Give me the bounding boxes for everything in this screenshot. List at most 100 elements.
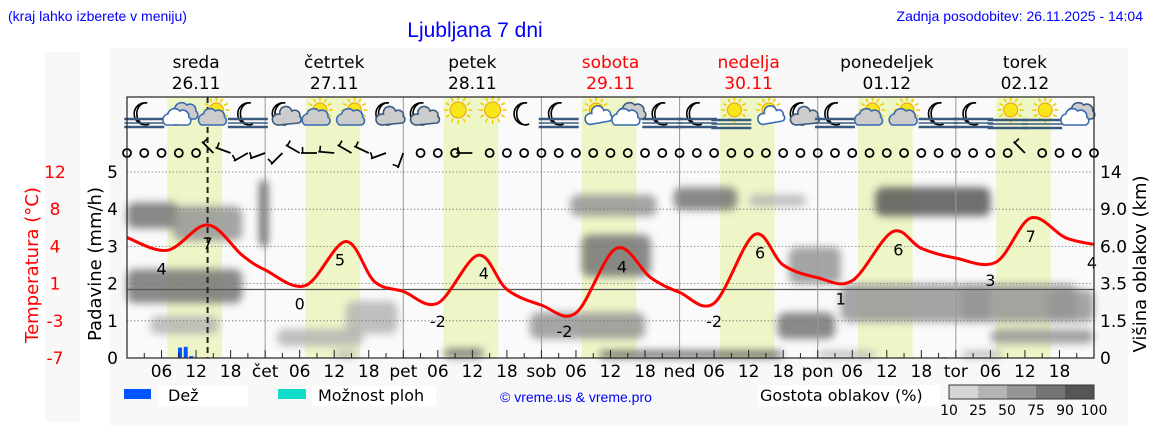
sun-ray bbox=[484, 118, 489, 123]
day-name: četrtek bbox=[304, 53, 365, 73]
wind-barb-feather bbox=[369, 152, 374, 159]
x-tick-label: 12 bbox=[1014, 362, 1036, 382]
calm-wind-icon bbox=[1071, 148, 1082, 158]
moon-cloud-icon bbox=[789, 102, 821, 126]
cloud-shape bbox=[853, 107, 884, 126]
copyright-link[interactable]: © vreme.us & vreme.pro bbox=[500, 389, 652, 405]
sun-ray bbox=[1049, 98, 1053, 103]
calm-wind-icon bbox=[484, 148, 495, 158]
wind-barb-icon bbox=[337, 140, 352, 154]
wind-barb-icon bbox=[267, 152, 284, 165]
sun-ray bbox=[220, 98, 224, 103]
wind-barb-icon bbox=[369, 152, 387, 160]
day-name: ponedeljek bbox=[840, 53, 934, 73]
sun-cloud-icon bbox=[853, 97, 886, 126]
sun-cloud-icon bbox=[888, 97, 921, 126]
sun-ray bbox=[209, 98, 213, 103]
sun-ray bbox=[772, 98, 777, 103]
cloud-density-scale: 10 25 50 75 90 100 bbox=[940, 384, 1107, 419]
temperature-label: 4 bbox=[1087, 253, 1097, 272]
x-tick-label: 12 bbox=[738, 362, 760, 382]
cloud-blob bbox=[529, 312, 646, 339]
temp-tick: -7 bbox=[47, 349, 64, 369]
cloud-layers bbox=[127, 179, 1094, 358]
moon-icon bbox=[513, 102, 530, 126]
sun-ray bbox=[860, 102, 866, 107]
temperature-label: 7 bbox=[1026, 227, 1036, 246]
sun-ray bbox=[496, 97, 501, 102]
sun-ray bbox=[204, 102, 209, 107]
cloud-shape bbox=[888, 107, 918, 126]
temp-axis-panel bbox=[45, 52, 80, 422]
sun-icon bbox=[444, 96, 473, 124]
cloud-shape bbox=[271, 105, 303, 126]
cloud-height-tick: 3.5 bbox=[1100, 275, 1127, 295]
calm-wind-icon bbox=[605, 148, 616, 158]
temperature-label: 0 bbox=[295, 295, 305, 314]
sun-ray bbox=[741, 113, 747, 118]
x-tick-label: 12 bbox=[323, 362, 345, 382]
sun-ray bbox=[450, 118, 454, 123]
cloud-blob bbox=[598, 350, 784, 358]
sun-ray bbox=[1038, 98, 1042, 103]
cloud-height-tick: 14 bbox=[1100, 163, 1122, 183]
cloud-shape bbox=[584, 105, 613, 126]
sun-ray bbox=[480, 114, 485, 118]
temperature-label: -2 bbox=[430, 312, 446, 331]
density-swatch bbox=[1007, 385, 1036, 399]
calm-wind-icon bbox=[881, 148, 892, 158]
x-tick-label: tor bbox=[944, 362, 968, 382]
wind-barb-shaft bbox=[215, 146, 231, 154]
cloud-shape bbox=[335, 107, 366, 126]
sun-ray bbox=[879, 102, 885, 107]
sun-ray bbox=[1014, 98, 1018, 103]
cloud-blob bbox=[150, 316, 220, 334]
wind-barb-feather bbox=[338, 140, 343, 147]
wind-barb-shaft bbox=[285, 144, 301, 154]
sun-ray bbox=[358, 98, 362, 103]
sun-ray bbox=[462, 97, 466, 102]
calm-wind-icon bbox=[640, 148, 650, 158]
cloud-shape bbox=[197, 107, 228, 126]
calm-wind-icon bbox=[432, 148, 443, 158]
daylight-band bbox=[719, 97, 775, 358]
temperature-label: 4 bbox=[617, 257, 627, 276]
cloud-blob bbox=[673, 187, 738, 210]
sun-fog-icon bbox=[1022, 97, 1063, 130]
temperature-series: 4 7 0 5 -2 4 -2 4 -2 6 1 6 3 7 4 bbox=[126, 216, 1097, 341]
sun-ray bbox=[738, 98, 742, 103]
temperature-label: -2 bbox=[706, 312, 722, 331]
cloud-blob bbox=[443, 348, 484, 358]
calm-wind-icon bbox=[864, 148, 875, 158]
sun-ray bbox=[999, 113, 1004, 118]
x-tick-label: 18 bbox=[911, 362, 933, 382]
cloud-shape bbox=[1060, 107, 1090, 126]
wind-barb-feather bbox=[354, 141, 359, 148]
temperature-label: 6 bbox=[755, 244, 765, 263]
sun-disc bbox=[484, 101, 502, 119]
sun-cloud-icon bbox=[301, 97, 333, 126]
sun-ray bbox=[223, 102, 228, 107]
wind-barb-shaft bbox=[1012, 141, 1026, 154]
sun-ray bbox=[589, 98, 593, 103]
temperature-line bbox=[126, 216, 1095, 318]
sun-disc bbox=[1037, 102, 1053, 118]
temperature-label: 6 bbox=[893, 241, 903, 260]
sun-ray bbox=[466, 102, 471, 106]
day-date: 30.11 bbox=[724, 74, 773, 94]
wind-barb-shaft bbox=[370, 152, 387, 160]
wind-barb-shaft bbox=[337, 144, 352, 154]
calm-wind-icon bbox=[139, 148, 150, 158]
sun-ray bbox=[347, 98, 351, 103]
x-tick-label: 06 bbox=[565, 362, 587, 382]
density-tick: 10 bbox=[940, 403, 958, 419]
sun-ray bbox=[480, 102, 485, 106]
sun-ray bbox=[603, 102, 608, 107]
calm-wind-icon bbox=[536, 148, 547, 158]
calm-wind-icon bbox=[830, 148, 840, 158]
sun-ray bbox=[466, 114, 471, 118]
location-hint-link[interactable]: (kraj lahko izberete v meniju) bbox=[8, 8, 187, 24]
wind-barb-feather bbox=[319, 145, 322, 152]
cloud-blob bbox=[581, 234, 651, 277]
x-tick-label: 06 bbox=[703, 362, 725, 382]
